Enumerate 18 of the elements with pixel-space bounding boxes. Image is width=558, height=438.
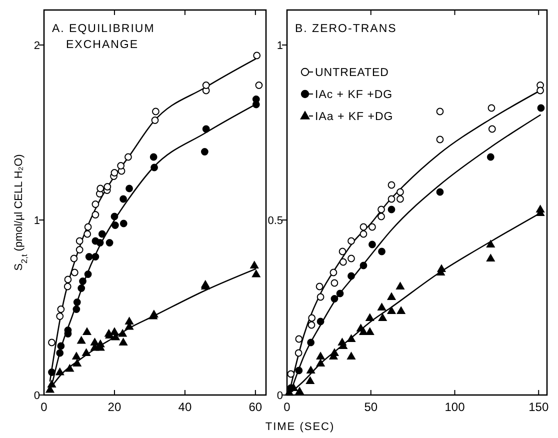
y-tick-label: 0 [276, 390, 283, 402]
x-axis-title: TIME (SEC) [265, 421, 335, 433]
y-tick-label: 1 [34, 214, 40, 227]
legend-label: UNTREATED [315, 67, 389, 80]
x-tick-label: 100 [444, 400, 466, 414]
legend-label: IAc + KF +DG [315, 89, 393, 102]
x-tick-label: 40 [178, 400, 192, 414]
x-tick-label: 20 [108, 400, 122, 414]
text: A. EQUILIBRIUM EXCHANGE [52, 23, 155, 51]
x-tick-label: 60 [248, 400, 262, 414]
legend-label: IAa + KF +DG [315, 111, 394, 124]
y-tick-label: 1 [276, 40, 283, 52]
x-tick-label: 150 [528, 400, 549, 414]
y-tick-label: 0 [34, 390, 40, 402]
text: B. ZERO-TRANS [295, 23, 397, 35]
y-tick-label: 2 [34, 40, 40, 52]
x-tick-label: 50 [364, 400, 378, 414]
y-tick-label: 0.5 [268, 214, 283, 227]
